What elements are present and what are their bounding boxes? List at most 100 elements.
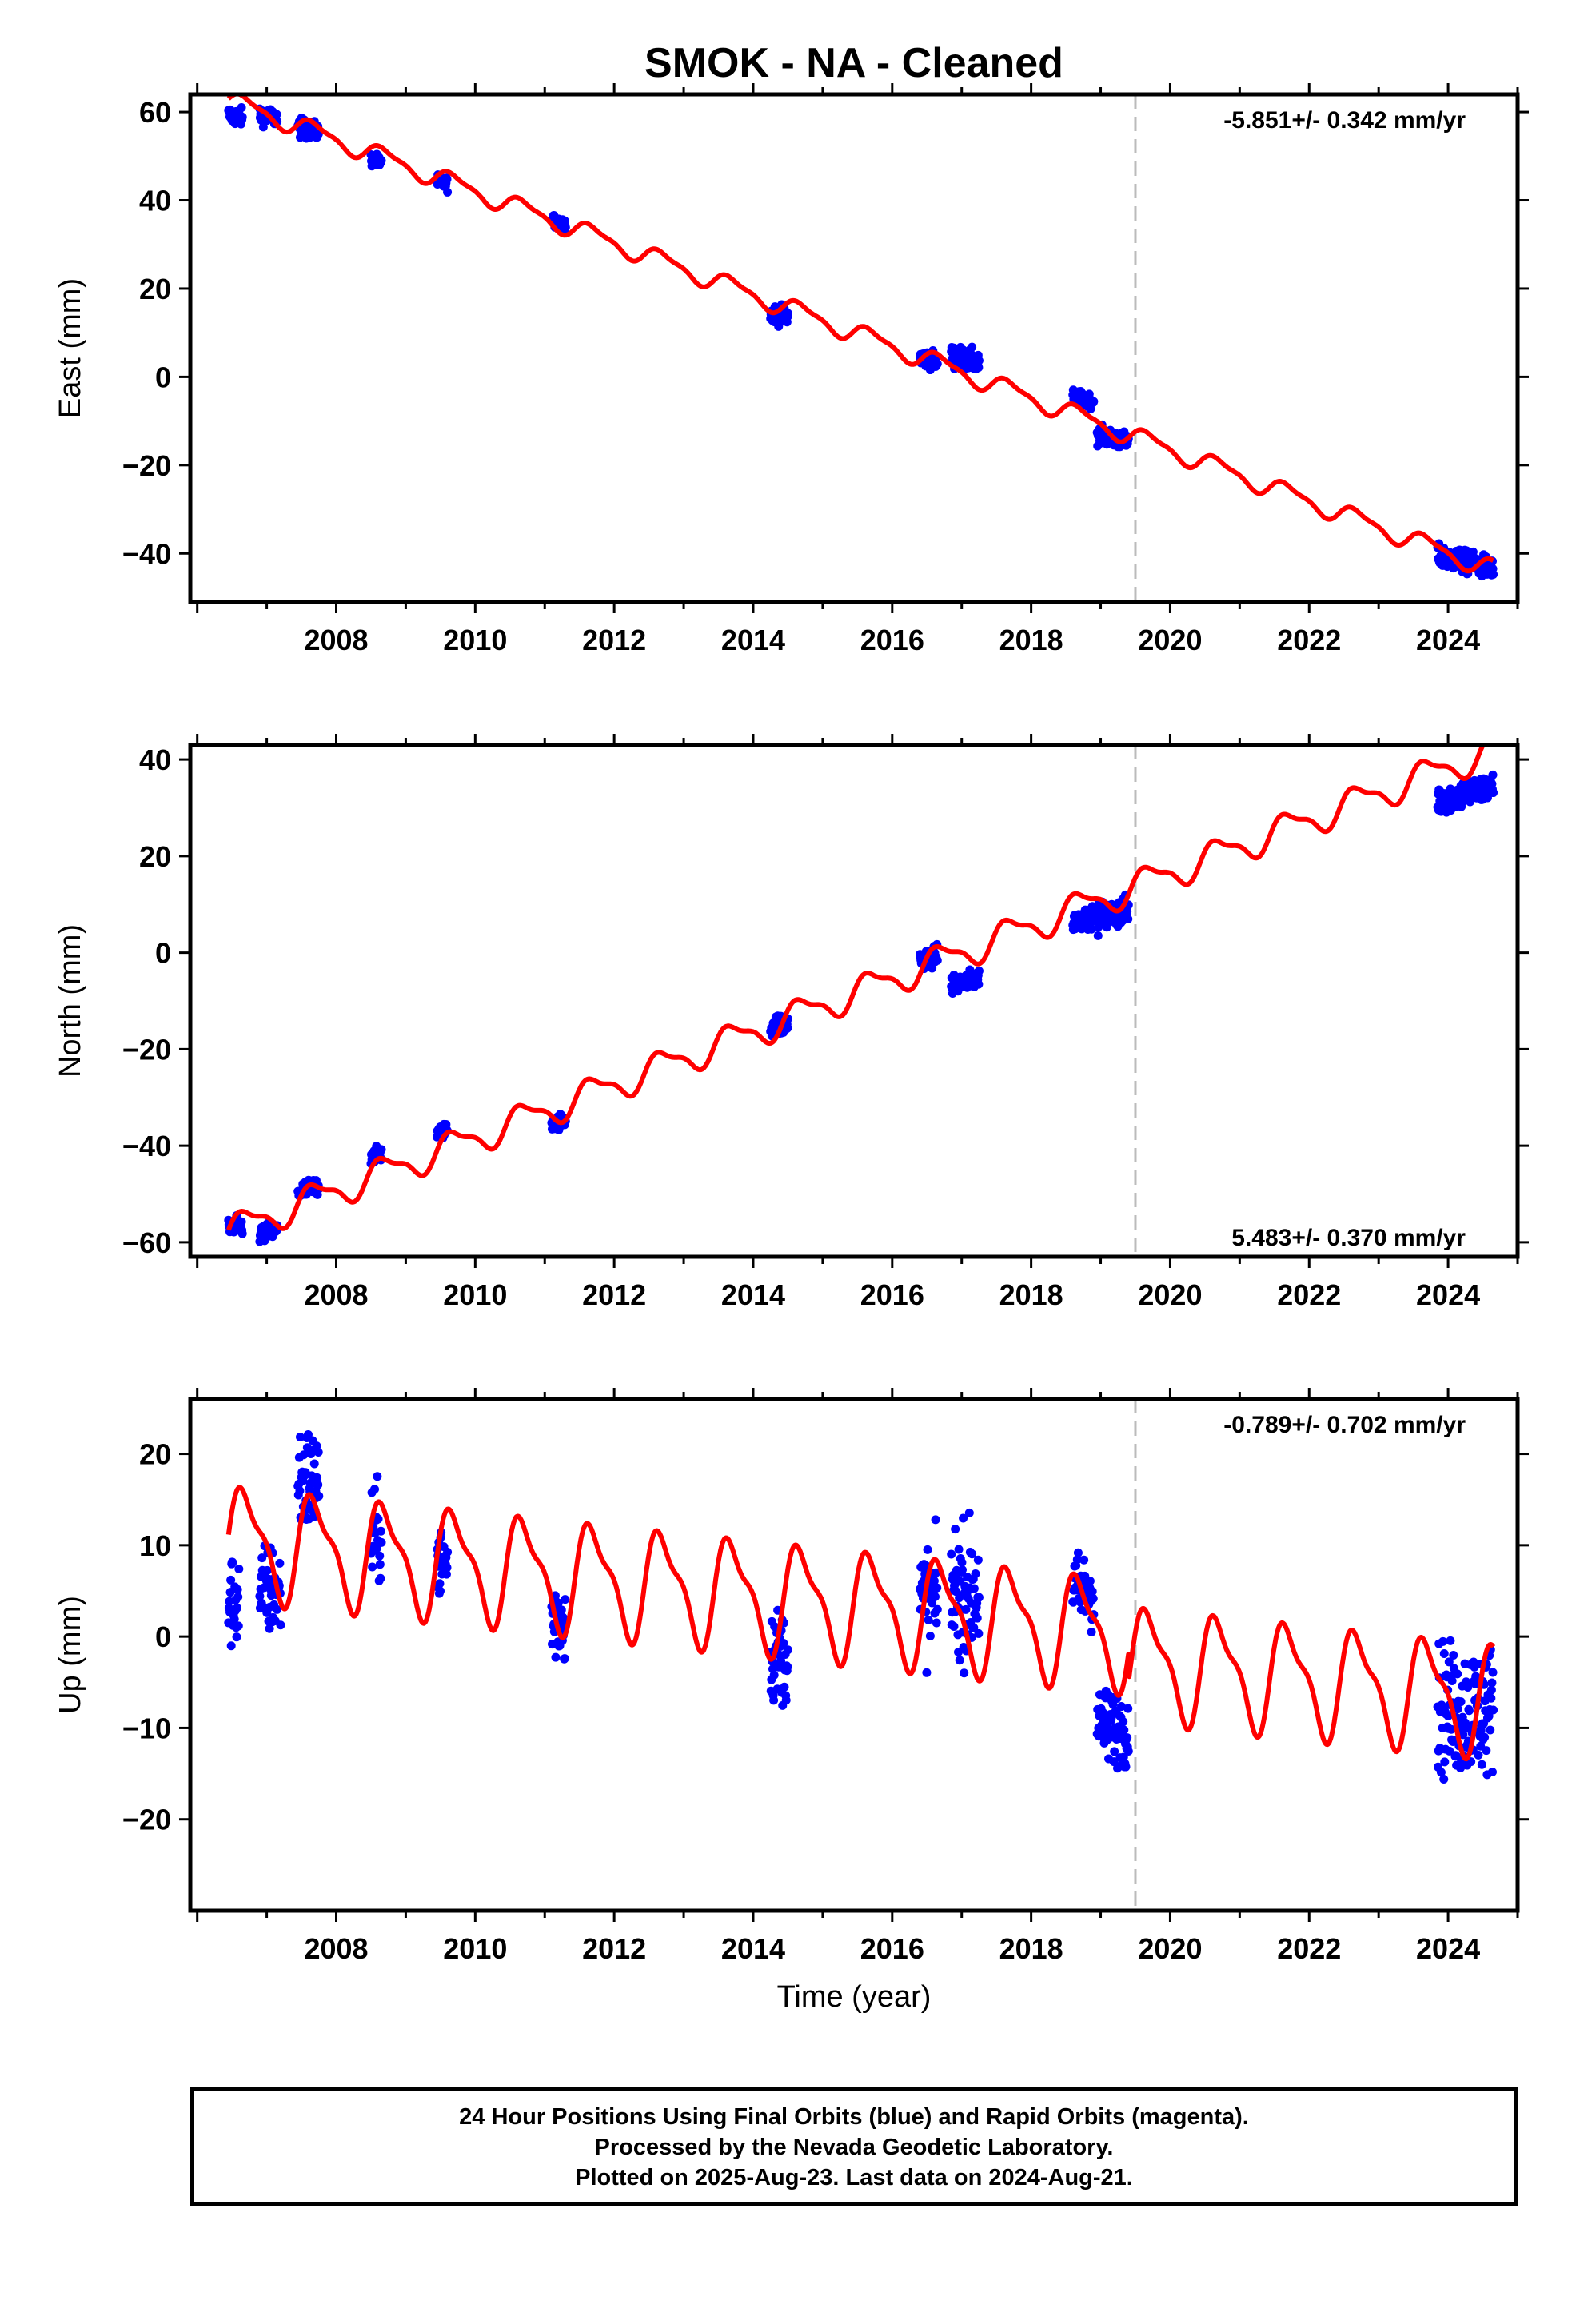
data-point (373, 1472, 382, 1481)
data-point (257, 1553, 267, 1563)
data-point (932, 1604, 942, 1614)
x-tick-label: 2010 (443, 624, 507, 656)
data-point (1438, 1636, 1448, 1646)
data-point (932, 1583, 942, 1593)
data-point (1477, 1760, 1486, 1769)
x-tick-label: 2012 (582, 624, 646, 656)
data-point (1110, 1747, 1119, 1756)
x-tick-label: 2008 (304, 1278, 368, 1311)
data-point (275, 1558, 285, 1568)
data-point (373, 1514, 383, 1524)
y-tick-label: −40 (122, 537, 171, 570)
data-point (961, 1604, 971, 1614)
data-point (960, 1668, 969, 1678)
data-point (974, 1593, 984, 1602)
data-point (1093, 931, 1103, 940)
data-point (1439, 1648, 1449, 1658)
y-tick-label: 0 (155, 1620, 171, 1653)
data-point (368, 1562, 377, 1572)
data-point (1456, 1763, 1466, 1772)
data-point (968, 1549, 977, 1559)
data-point (932, 955, 942, 965)
data-point (955, 1656, 964, 1665)
data-point (262, 1565, 272, 1575)
x-tick-label: 2016 (860, 1932, 924, 1965)
data-point (435, 1579, 445, 1589)
data-point (974, 979, 984, 989)
data-point (972, 1613, 982, 1623)
data-point (1088, 1594, 1098, 1604)
x-tick-label: 2022 (1277, 1278, 1341, 1311)
data-point (377, 1537, 386, 1547)
data-point (1461, 1718, 1470, 1728)
data-point (272, 110, 281, 119)
data-point (377, 156, 386, 165)
data-point (226, 1641, 236, 1651)
y-tick-label: −60 (122, 1226, 171, 1259)
data-point (959, 1513, 968, 1523)
x-tick-label: 2016 (860, 1278, 924, 1311)
data-point (237, 103, 246, 113)
data-point (1456, 1697, 1466, 1707)
x-tick-label: 2024 (1416, 1278, 1480, 1311)
data-point (931, 1592, 940, 1601)
data-point (971, 1569, 980, 1579)
rate-label: -0.789+/- 0.702 mm/yr (1223, 1412, 1466, 1438)
data-point (1468, 547, 1478, 556)
data-point (924, 1615, 933, 1624)
data-point (1121, 1762, 1131, 1772)
data-point (1489, 569, 1498, 579)
data-point (1445, 1746, 1454, 1756)
data-point (299, 1450, 309, 1460)
data-point (1453, 1669, 1462, 1679)
data-point (377, 1145, 386, 1154)
data-point (1072, 1555, 1082, 1565)
data-point (375, 1560, 385, 1569)
data-point (1446, 1636, 1455, 1645)
data-point (1087, 1587, 1097, 1597)
x-tick-label: 2010 (443, 1278, 507, 1311)
plot-area-up (224, 1399, 1498, 1911)
model-curve (226, 745, 1486, 1231)
panel-frame (188, 92, 1520, 604)
data-point (957, 1565, 967, 1575)
model-curve (226, 94, 1495, 574)
x-tick-label: 2020 (1138, 624, 1202, 656)
data-point (276, 1620, 285, 1630)
data-point (237, 1217, 246, 1226)
data-point (1487, 1767, 1497, 1776)
panel-east: 2008 2010 2012 2014 2016 2018 2020 2022 2024 60 40… (54, 83, 1529, 656)
x-tick-label: 2020 (1138, 1278, 1202, 1311)
data-point (233, 1593, 243, 1602)
x-tick-label: 2024 (1416, 624, 1480, 656)
y-tick-label: 20 (139, 840, 171, 873)
data-point (974, 1628, 984, 1638)
data-point (295, 1486, 305, 1496)
x-tick-label: 2018 (999, 1932, 1063, 1965)
data-point (1443, 1711, 1453, 1720)
data-point (376, 1573, 385, 1583)
data-point (1446, 1724, 1456, 1734)
y-tick-label: 0 (155, 361, 171, 393)
data-point (1119, 1717, 1128, 1727)
x-tick-label: 2022 (1277, 624, 1341, 656)
data-point (442, 174, 452, 184)
data-point (1464, 1706, 1474, 1716)
x-tick-label: 2018 (999, 624, 1063, 656)
data-point (954, 1545, 964, 1554)
data-point (1487, 1678, 1497, 1688)
rate-label: 5.483+/- 0.370 mm/yr (1231, 1225, 1466, 1251)
data-point (233, 1585, 242, 1594)
data-point (1447, 1676, 1457, 1685)
data-point (442, 1563, 452, 1573)
page-title: SMOK - NA - Cleaned (644, 40, 1063, 86)
data-point (779, 1638, 788, 1648)
data-point (1480, 1732, 1490, 1742)
data-point (1488, 770, 1498, 779)
data-point (233, 1603, 242, 1612)
data-point (258, 122, 268, 132)
data-point (1107, 1714, 1116, 1724)
data-point (1073, 1548, 1083, 1557)
data-point (922, 1668, 932, 1677)
